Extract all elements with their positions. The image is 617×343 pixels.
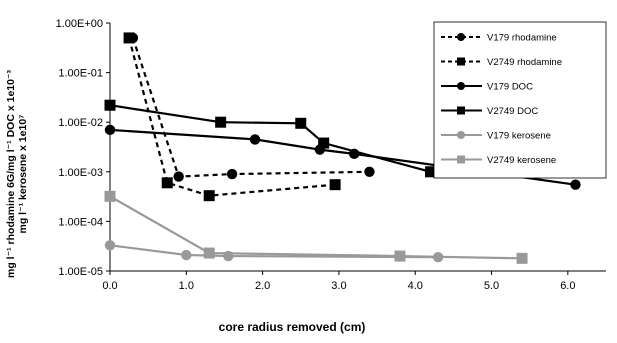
data-point (318, 137, 330, 149)
x-tick-label: 1.0 (179, 280, 194, 292)
data-point (203, 190, 215, 202)
legend: V179 rhodamine V2749 rhodamine V179 DOC V27… (433, 21, 607, 179)
data-point (394, 250, 406, 262)
series-layer (104, 32, 581, 264)
data-point (203, 247, 215, 259)
y-tick-label: 1.00E+00 (56, 18, 103, 30)
x-tick-label: 6.0 (560, 280, 575, 292)
data-point (249, 134, 261, 145)
data-point (104, 124, 116, 136)
legend-label: V179 rhodamine (487, 33, 557, 44)
data-point (104, 99, 116, 111)
data-point (364, 166, 375, 177)
data-point (181, 249, 192, 261)
legend-label: V179 DOC (487, 82, 533, 93)
data-point (104, 240, 116, 251)
series-line (109, 195, 523, 260)
series-line (131, 37, 370, 178)
legend-marker (457, 33, 465, 41)
legend-marker (457, 106, 465, 115)
series-v179-rhodamine (127, 32, 375, 182)
y-axis-title-group: mg l⁻¹ rhodamine 6G/mg l⁻¹ DOC x 1e10⁻³ … (5, 70, 29, 279)
data-point (424, 166, 436, 178)
legend-entry: V2749 DOC (441, 106, 538, 117)
series-v2749-doc (104, 99, 436, 178)
y-tick-label: 1.00E-04 (58, 216, 103, 228)
legend-marker (457, 57, 465, 66)
legend-marker (457, 82, 465, 90)
y-tick-label: 1.00E-01 (58, 68, 103, 80)
y-tick-label: 1.00E-02 (58, 117, 103, 129)
data-point (516, 252, 528, 264)
data-point (215, 116, 227, 128)
x-tick-label: 4.0 (408, 280, 423, 292)
legend-marker (457, 131, 465, 139)
legend-entry: V179 DOC (441, 82, 533, 93)
legend-marker (457, 155, 465, 164)
x-axis-ticks: 0.0 1.0 2.0 3.0 4.0 5.0 6.0 (102, 271, 575, 292)
y-axis-title-line-1: mg l⁻¹ rhodamine 6G/mg l⁻¹ DOC x 1e10⁻³ (5, 70, 17, 279)
y-axis-title-line-2: mg l⁻¹ kerosene x 1e10⁷ (17, 114, 29, 233)
data-point (161, 177, 173, 189)
x-tick-label: 3.0 (331, 280, 346, 292)
legend-label: V2749 rhodamine (487, 57, 562, 68)
y-tick-label: 1.00E-03 (58, 167, 103, 179)
x-axis-title: core radius removed (cm) (219, 320, 366, 334)
legend-entry: V2749 kerosene (441, 155, 556, 166)
legend-label: V2749 kerosene (487, 155, 556, 166)
data-point (123, 32, 135, 44)
data-point (295, 117, 307, 129)
data-point (570, 179, 581, 190)
x-tick-label: 2.0 (255, 280, 270, 292)
legend-label: V2749 DOC (487, 106, 538, 117)
series-v2749-kerosene (104, 190, 528, 264)
legend-entry: V2749 rhodamine (441, 57, 562, 68)
legend-entry: V179 rhodamine (441, 33, 557, 44)
data-point (173, 171, 184, 182)
data-point (329, 179, 341, 191)
series-v179-kerosene (104, 240, 444, 263)
series-v179-doc (104, 124, 581, 190)
legend-entry: V179 kerosene (441, 131, 551, 142)
legend-frame (433, 21, 607, 179)
y-axis-ticks: 1.00E+00 1.00E-01 1.00E-02 1.00E-03 1.00E-04… (56, 18, 110, 278)
legend-label: V179 kerosene (487, 131, 551, 142)
y-tick-label: 1.00E-05 (58, 266, 103, 278)
x-tick-label: 0.0 (102, 280, 117, 292)
plot-area: 0.0 1.0 2.0 3.0 4.0 5.0 6.0 1.00E+001.00E-011.… (56, 18, 606, 292)
legend-entries: V179 rhodamine V2749 rhodamine V179 DOC V27… (441, 33, 562, 166)
x-tick-label: 5.0 (484, 280, 499, 292)
data-point (226, 168, 238, 180)
data-point (104, 190, 116, 202)
